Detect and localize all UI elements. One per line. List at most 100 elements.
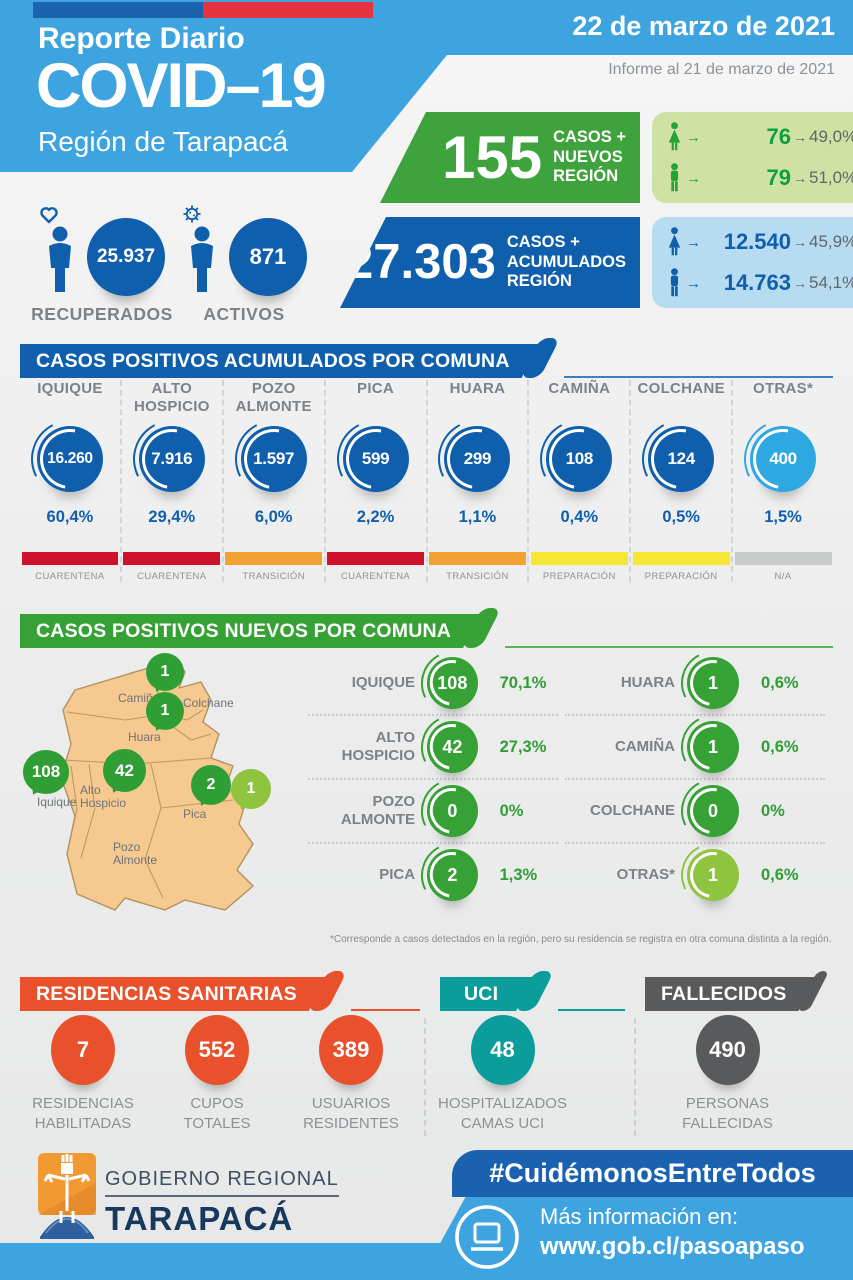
phase-label: N/A (774, 571, 792, 582)
comuna-cases-circle: 124 (648, 426, 715, 492)
marker-value: 1 (160, 702, 170, 719)
comuna-column-camina: CAMIÑA 108 0,4% PREPARACIÓN (527, 380, 629, 582)
map-marker-alto-hospicio: 42 (103, 749, 146, 792)
accumulated-male-row: → 14.763 → 54,1% (666, 267, 853, 299)
stat-label: RESIDENCIAS HABILITADAS (32, 1094, 134, 1135)
comuna-name: PICA (357, 380, 395, 397)
stat-label-line1: CUPOS (190, 1095, 244, 1112)
banner-rule-line (505, 645, 833, 648)
comuna-name: IQUIQUE (37, 380, 103, 397)
comuna-cases-circle: 599 (342, 426, 409, 492)
comuna-column-pozo-almonte: POZO ALMONTE 1.597 6,0% TRANSICIÓN (221, 380, 324, 582)
new-cases-male-value: 79 (766, 165, 791, 190)
accumulated-section-title: CASOS POSITIVOS ACUMULADOS POR COMUNA (20, 344, 538, 378)
new-cases-section-title: CASOS POSITIVOS NUEVOS POR COMUNA (20, 614, 479, 648)
accumulated-female-value: 12.540 (723, 229, 791, 254)
male-icon (670, 163, 679, 192)
phase-label: CUARENTENA (340, 571, 411, 582)
comuna-cases-value: 7.916 (151, 449, 193, 468)
active-value: 871 (249, 244, 287, 269)
footer-info-url[interactable]: www.gob.cl/pasoapaso (540, 1233, 805, 1260)
map-label-iquique: Iquique (37, 795, 77, 809)
accumulated-male-pct: 54,1% (809, 273, 853, 292)
new-cases-female-row: → 76 → 49,0% (666, 121, 853, 153)
comuna-name: COLCHANE (637, 380, 725, 397)
accumulated-label-line1: CASOS + (506, 232, 580, 251)
fallecidos-label-line1: PERSONAS (685, 1095, 770, 1112)
phase-bar (429, 552, 526, 565)
new-cases-value: 155 (441, 123, 543, 191)
row-cases-pct: 0,6% (761, 673, 799, 692)
row-cases-value: 0 (707, 800, 718, 821)
row-comuna-name: POZO ALMONTE (340, 793, 416, 828)
uci-label-line1: HOSPITALIZADOS (438, 1095, 567, 1112)
new-cases-section-banner: CASOS POSITIVOS NUEVOS POR COMUNA (20, 608, 833, 648)
new-cases-row-alto-hospicio: ALTO HOSPICIO 42 27,3% (308, 714, 558, 778)
row-comuna-name: ALTO HOSPICIO (341, 729, 416, 764)
fallecidos-group: 490 PERSONAS FALLECIDAS (655, 1015, 800, 1135)
region-subtitle: Región de Tarapacá (38, 126, 289, 157)
phase-bar (734, 552, 832, 565)
new-cases-male-pct: 51,0% (809, 168, 853, 187)
row-cases-pct: 27,3% (499, 737, 547, 756)
marker-value: 2 (206, 776, 216, 793)
active-circle: 871 (229, 218, 307, 296)
comuna-column-huara: HUARA 299 1,1% TRANSICIÓN (425, 380, 528, 582)
accumulated-female-row: → 12.540 → 45,9% (666, 226, 853, 258)
report-title: COVID–19 (36, 51, 327, 121)
new-cases-label-line1: CASOS + (553, 127, 626, 146)
new-cases-list-right: HUARA 1 0,6% CAMIÑA 1 0,6% COLCHANE 0 0%… (565, 652, 825, 906)
accumulated-cases-label: CASOS + ACUMULADOS REGIÓN (507, 233, 626, 292)
vertical-separator (634, 1018, 636, 1136)
new-cases-label: CASOS + NUEVOS REGIÓN (553, 128, 626, 187)
residencias-banner: RESIDENCIAS SANITARIAS (20, 971, 420, 1011)
map-marker-otras: 1 (231, 769, 271, 809)
phase-label: TRANSICIÓN (242, 571, 305, 582)
stat-label: CUPOS TOTALES (184, 1094, 251, 1135)
stat-label: USUARIOS RESIDENTES (303, 1094, 399, 1135)
new-cases-female-pct: 49,0% (809, 127, 853, 146)
active-label: ACTIVOS (203, 304, 285, 324)
person-virus-icon (183, 205, 213, 292)
arrow-icon: → (686, 274, 701, 292)
phase-label: CUARENTENA (137, 571, 207, 582)
stat-value: 7 (76, 1037, 90, 1062)
stat-label-line2: RESIDENTES (303, 1115, 399, 1133)
computer-icon (455, 1205, 519, 1269)
accumulated-gender-panel: → 12.540 → 45,9% → 14.763 → 54,1% (652, 217, 853, 308)
comuna-cases-value: 16.260 (47, 450, 93, 467)
comuna-cases-value: 124 (667, 449, 695, 468)
map-label-pozo-almonte: Pozo Almonte (113, 840, 158, 868)
stat-value: 552 (198, 1037, 236, 1062)
vertical-separator (424, 1018, 426, 1136)
comuna-cases-circle: 400 (750, 426, 817, 492)
row-comuna-name: HUARA (620, 674, 675, 691)
row-comuna-name: PICA (379, 866, 416, 883)
row-cases-circle: 108 (427, 657, 478, 709)
comuna-cases-pct: 29,4% (148, 508, 196, 526)
comuna-cases-value: 299 (463, 449, 492, 468)
footer-hashtag: #Cuidémonos EntreTodos (452, 1150, 853, 1197)
arrow-icon: → (686, 233, 701, 251)
phase-bar (21, 552, 119, 565)
comuna-cases-circle: 299 (444, 426, 511, 492)
uci-label-line2: CAMAS UCI (460, 1115, 545, 1133)
new-cases-row-iquique: IQUIQUE 108 70,1% (308, 652, 558, 714)
fallecidos-label: PERSONAS FALLECIDAS (682, 1094, 773, 1135)
phase-bar (123, 552, 221, 565)
comuna-cases-pct: 1,1% (458, 508, 497, 526)
comuna-cases-circle: 16.260 (36, 426, 103, 492)
row-comuna-name: OTRAS* (616, 866, 675, 883)
new-cases-list-left: IQUIQUE 108 70,1% ALTO HOSPICIO 42 27,3%… (308, 652, 558, 906)
recovered-group: 25.937 RECUPERADOS (26, 200, 178, 325)
comuna-column-alto-hospicio: ALTO HOSPICIO 7.916 29,4% CUARENTENA (119, 380, 222, 582)
marker-value: 42 (115, 760, 134, 780)
hashtag-bold-part: EntreTodos (667, 1158, 816, 1188)
uci-banner: UCI (440, 971, 625, 1011)
phase-bar (632, 552, 730, 565)
row-cases-value: 2 (447, 864, 458, 885)
arrow-icon: → (793, 234, 807, 250)
active-row: 871 (181, 200, 307, 296)
row-cases-pct: 0% (761, 801, 785, 820)
